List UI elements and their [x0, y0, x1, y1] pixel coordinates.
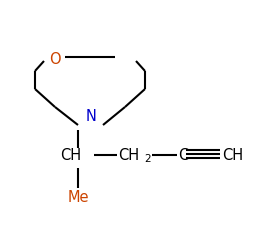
Text: N: N: [86, 109, 96, 124]
Text: CH: CH: [222, 147, 243, 163]
Text: 2: 2: [144, 154, 151, 164]
Text: C: C: [178, 147, 188, 163]
Text: Me: Me: [68, 190, 89, 206]
Text: CH: CH: [118, 147, 139, 163]
Text: CH: CH: [60, 147, 81, 163]
Text: O: O: [49, 51, 61, 66]
